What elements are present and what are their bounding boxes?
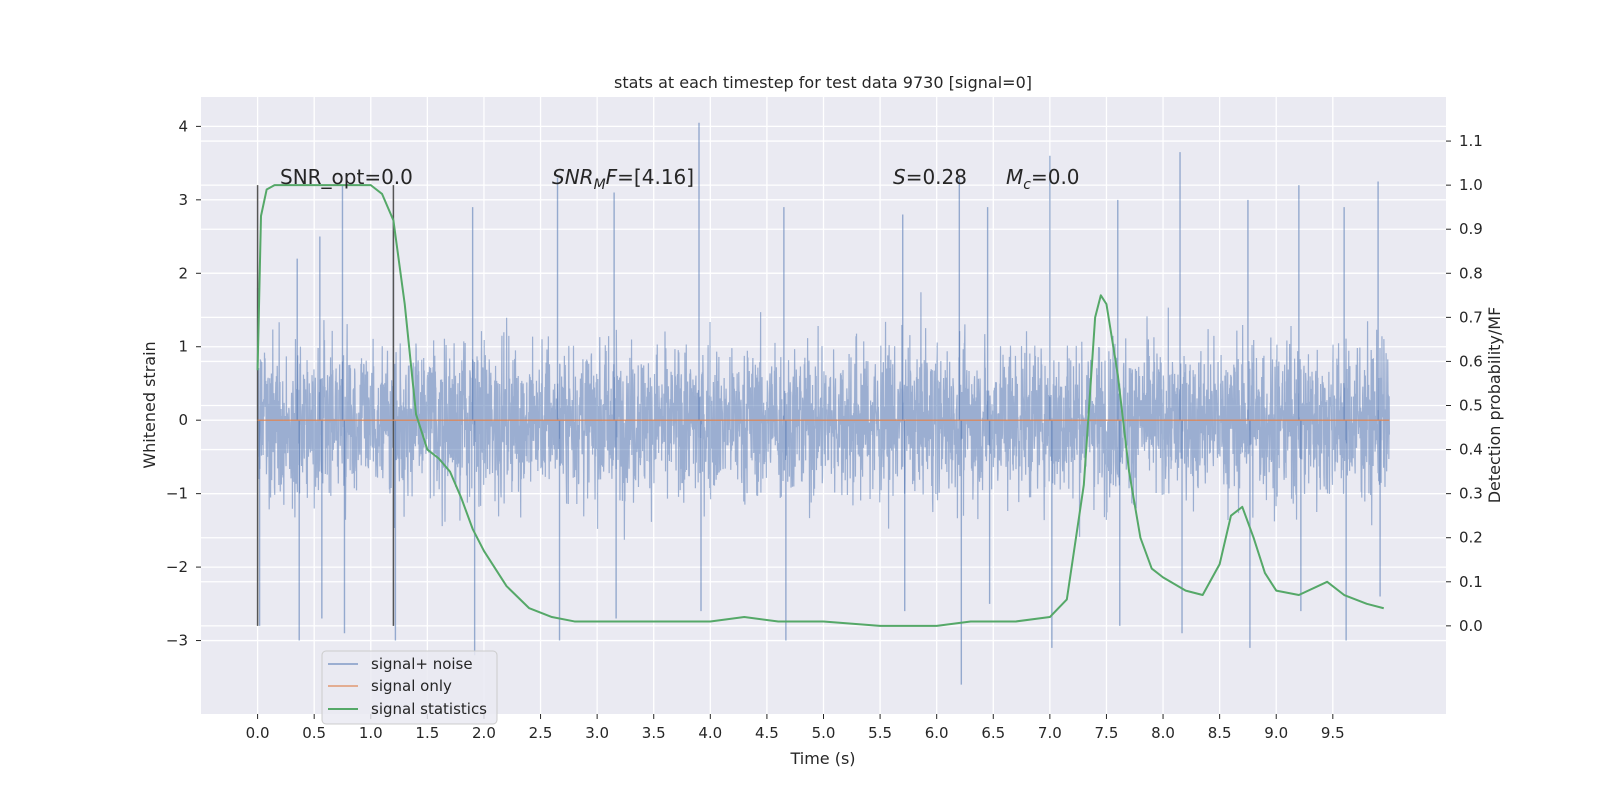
annotation-snr-opt: SNR_opt=0.0 xyxy=(280,165,413,189)
x-tick-label: 5.5 xyxy=(868,724,892,742)
annotation-snr-mf-symbol-2: F xyxy=(606,165,618,189)
y-right-axis-title: Detection probability/MF xyxy=(1485,307,1504,504)
y-right-tick-label: 0.7 xyxy=(1459,308,1483,326)
annotation-snr-mf-subscript: M xyxy=(594,177,606,193)
y-tick-label: 3 xyxy=(178,191,188,209)
x-tick-label: 6.0 xyxy=(925,724,949,742)
y-right-tick-label: 0.6 xyxy=(1459,352,1483,370)
x-tick-label: 3.5 xyxy=(642,724,666,742)
y-tick-label: −1 xyxy=(166,485,188,503)
y-axis-title: Whitened strain xyxy=(140,341,159,468)
x-tick-label: 8.5 xyxy=(1208,724,1232,742)
y-right-tick-label: 0.5 xyxy=(1459,397,1483,415)
signal-statistics-line xyxy=(256,184,1385,627)
legend-label-signal-statistics: signal statistics xyxy=(371,700,487,718)
x-tick-label: 8.0 xyxy=(1151,724,1175,742)
legend-box xyxy=(321,650,498,725)
annotation-mc: Mc=0.0 xyxy=(1006,165,1080,193)
y-tick-label: 0 xyxy=(178,411,188,429)
x-tick-label: 9.5 xyxy=(1321,724,1345,742)
y-right-tick-label: 0.2 xyxy=(1459,529,1483,547)
y-right-tick-label: 0.0 xyxy=(1459,617,1483,635)
annotation-snr-mf: SNRMF=[4.16] xyxy=(552,165,694,193)
signal-noise-trace xyxy=(256,292,1391,540)
x-tick-label: 6.5 xyxy=(981,724,1005,742)
x-tick-label: 1.5 xyxy=(415,724,439,742)
vertical-markers xyxy=(256,185,395,626)
legend: signal+ noise signal only signal statist… xyxy=(321,650,498,725)
legend-label-signal-noise: signal+ noise xyxy=(371,655,473,673)
x-tick-label: 5.0 xyxy=(812,724,836,742)
annotation-snr-mf-value: =[4.16] xyxy=(617,165,694,189)
annotation-mc-subscript: c xyxy=(1023,177,1031,193)
y-tick-label: −2 xyxy=(166,558,188,576)
x-tick-label: 0.5 xyxy=(302,724,326,742)
y-tick-label: 1 xyxy=(178,338,188,356)
y-right-tick-label: 0.3 xyxy=(1459,485,1483,503)
x-tick-label: 2.5 xyxy=(529,724,553,742)
annotation-mc-symbol: M xyxy=(1006,165,1023,189)
annotations: SNR_opt=0.0 SNRMF=[4.16] S=0.28 Mc=0.0 xyxy=(280,165,1080,193)
x-tick-label: 4.0 xyxy=(698,724,722,742)
x-tick-label: 2.0 xyxy=(472,724,496,742)
x-tick-label: 7.0 xyxy=(1038,724,1062,742)
chart-title: stats at each timestep for test data 973… xyxy=(614,73,1032,92)
y-tick-label: −3 xyxy=(166,632,188,650)
annotation-mc-value: =0.0 xyxy=(1031,165,1080,189)
y-right-tick-label: 0.1 xyxy=(1459,573,1483,591)
y-right-tick-label: 1.0 xyxy=(1459,176,1483,194)
x-axis-ticks: 0.0 0.5 1.0 1.5 2.0 2.5 3.0 3.5 4.0 4.5 5.0 5.5 6.0 6… xyxy=(246,714,1345,742)
y-right-tick-label: 0.4 xyxy=(1459,441,1483,459)
annotation-snr-mf-symbol: SNR xyxy=(552,165,594,189)
x-tick-label: 4.5 xyxy=(755,724,779,742)
y-tick-label: 4 xyxy=(178,117,188,135)
signal-statistics-series xyxy=(256,184,1385,627)
y-right-tick-label: 0.8 xyxy=(1459,264,1483,282)
x-tick-label: 7.5 xyxy=(1095,724,1119,742)
y-axis-ticks: 4 3 2 1 0 −1 −2 −3 xyxy=(166,117,201,650)
x-tick-label: 1.0 xyxy=(359,724,383,742)
x-tick-label: 9.0 xyxy=(1264,724,1288,742)
x-tick-label: 0.0 xyxy=(246,724,270,742)
annotation-s-symbol: S xyxy=(893,165,906,189)
y-right-axis-ticks: 1.1 1.0 0.9 0.8 0.7 0.6 0.5 0.4 0.3 0.2 0.1 0.0 xyxy=(1446,132,1483,635)
x-axis-title: Time (s) xyxy=(789,749,855,768)
annotation-s: S=0.28 xyxy=(893,165,967,189)
y-tick-label: 2 xyxy=(178,264,188,282)
legend-label-signal-only: signal only xyxy=(371,677,452,695)
annotation-s-value: =0.28 xyxy=(906,165,967,189)
x-tick-label: 3.0 xyxy=(585,724,609,742)
y-right-tick-label: 1.1 xyxy=(1459,132,1483,150)
y-right-tick-label: 0.9 xyxy=(1459,220,1483,238)
